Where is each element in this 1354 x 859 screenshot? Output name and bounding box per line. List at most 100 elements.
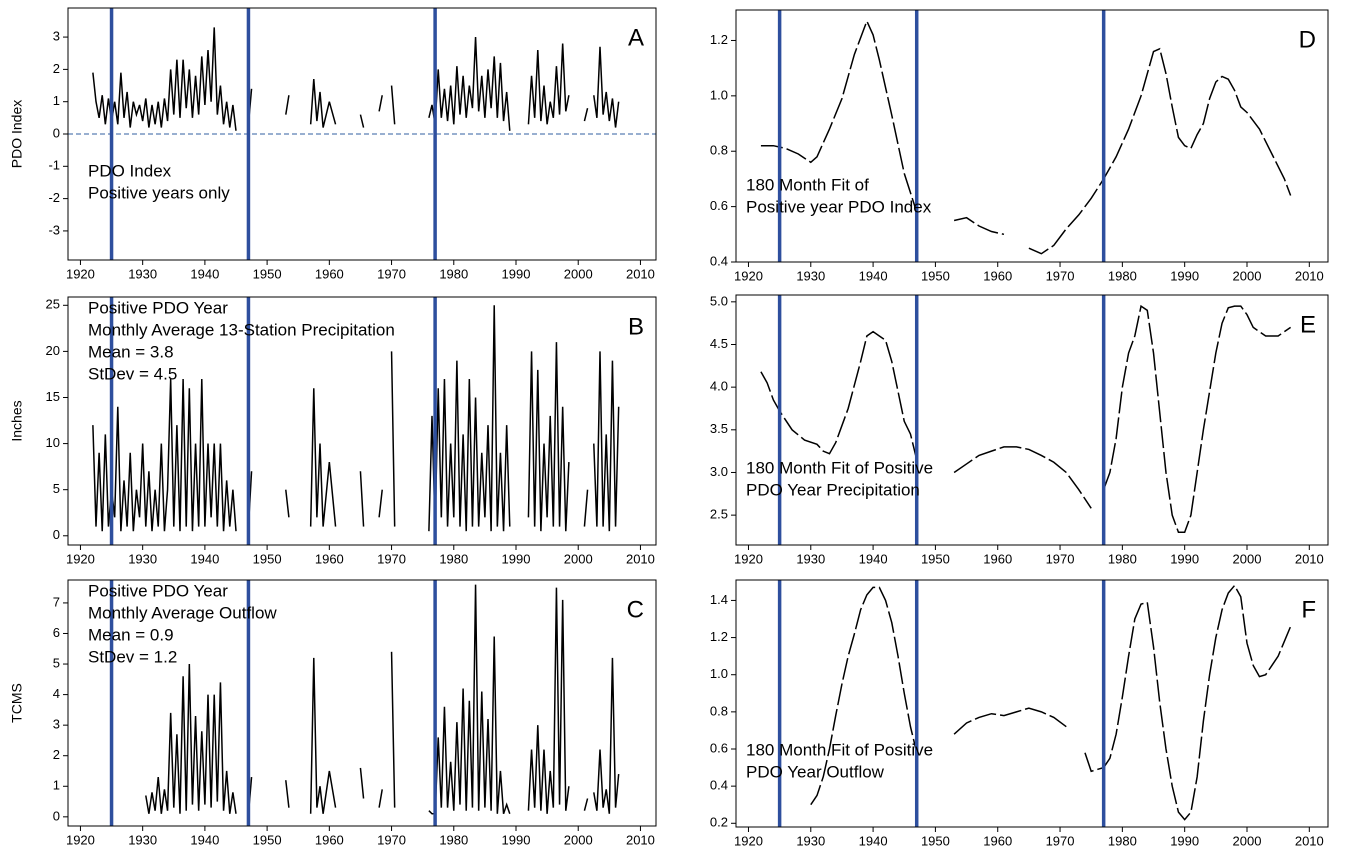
y-tick-label: 4.5	[710, 336, 728, 351]
x-tick-label: 1930	[128, 266, 157, 281]
y-tick-label: 0	[53, 808, 60, 823]
x-tick-label: 1980	[439, 832, 468, 847]
x-tick-label: 1970	[1046, 268, 1075, 283]
x-tick-label: 1980	[439, 266, 468, 281]
panel-label: C	[627, 596, 644, 623]
x-tick-label: 1970	[1046, 833, 1075, 848]
x-tick-label: 1980	[439, 551, 468, 566]
y-tick-label: 3.0	[710, 464, 728, 479]
x-tick-label: 2000	[564, 551, 593, 566]
annotation: PDO Index	[88, 161, 172, 180]
x-tick-label: 1940	[190, 266, 219, 281]
y-tick-label: 3	[53, 717, 60, 732]
y-tick-label: 2	[53, 61, 60, 76]
y-tick-label: 0.2	[710, 815, 728, 830]
y-tick-label: 10	[46, 435, 60, 450]
y-tick-label: 5	[53, 655, 60, 670]
y-tick-label: 15	[46, 389, 60, 404]
x-tick-label: 1920	[734, 268, 763, 283]
annotation: StDev = 4.5	[88, 364, 177, 383]
y-tick-label: -1	[48, 158, 60, 173]
panel-label: E	[1300, 311, 1316, 338]
x-tick-label: 2010	[1295, 551, 1324, 566]
y-tick-label: 0	[53, 527, 60, 542]
x-tick-label: 1990	[502, 832, 531, 847]
annotation: StDev = 1.2	[88, 647, 177, 666]
data-line	[760, 19, 1292, 255]
y-tick-label: 25	[46, 297, 60, 312]
x-tick-label: 1960	[315, 551, 344, 566]
x-tick-label: 1960	[315, 832, 344, 847]
x-tick-label: 2000	[1233, 833, 1262, 848]
y-tick-label: 5.0	[710, 293, 728, 308]
x-tick-label: 1930	[128, 832, 157, 847]
x-tick-label: 1950	[921, 551, 950, 566]
x-tick-label: 1960	[315, 266, 344, 281]
x-tick-label: 1920	[66, 266, 95, 281]
y-tick-label: 3	[53, 29, 60, 44]
x-tick-label: 2010	[626, 266, 655, 281]
plot-frame	[67, 296, 657, 546]
y-tick-label: 1	[53, 93, 60, 108]
x-tick-label: 1950	[921, 833, 950, 848]
y-tick-label: 0	[53, 125, 60, 140]
x-tick-label: 1980	[1108, 268, 1137, 283]
y-tick-label: 1.4	[710, 592, 728, 607]
panel-label: D	[1299, 26, 1316, 53]
y-tick-label: 0.4	[710, 253, 728, 268]
y-tick-label: 0.8	[710, 703, 728, 718]
annotation: PDO Year Outflow	[746, 762, 885, 781]
panel-label: F	[1301, 596, 1316, 623]
x-tick-label: 1990	[1170, 268, 1199, 283]
annotation: Positive years only	[88, 183, 230, 202]
y-axis-label: TCMS	[9, 683, 25, 723]
y-tick-label: 6	[53, 625, 60, 640]
x-tick-label: 1950	[253, 551, 282, 566]
y-tick-label: 1.2	[710, 629, 728, 644]
x-tick-label: 2000	[564, 266, 593, 281]
x-tick-label: 2010	[1295, 268, 1324, 283]
x-tick-label: 1990	[1170, 833, 1199, 848]
x-tick-label: 1920	[66, 832, 95, 847]
x-tick-label: 2010	[1295, 833, 1324, 848]
y-tick-label: 2	[53, 747, 60, 762]
x-tick-label: 1940	[859, 268, 888, 283]
x-tick-label: 1950	[921, 268, 950, 283]
x-tick-label: 1960	[983, 268, 1012, 283]
x-tick-label: 1970	[377, 266, 406, 281]
x-tick-label: 1970	[1046, 551, 1075, 566]
plot-frame	[735, 9, 1329, 263]
y-tick-label: 1	[53, 778, 60, 793]
y-tick-label: 20	[46, 343, 60, 358]
x-tick-label: 1990	[502, 551, 531, 566]
annotation: 180 Month Fit of	[746, 175, 869, 194]
x-tick-label: 1970	[377, 832, 406, 847]
x-tick-label: 1930	[796, 268, 825, 283]
x-tick-label: 1940	[190, 832, 219, 847]
annotation: PDO Year Precipitation	[746, 480, 920, 499]
annotation: 180 Month Fit of Positive	[746, 740, 933, 759]
y-tick-label: 4	[53, 686, 60, 701]
y-tick-label: 3.5	[710, 421, 728, 436]
annotation: Monthly Average 13-Station Precipitation	[88, 320, 395, 339]
y-tick-label: -2	[48, 190, 60, 205]
x-tick-label: 1940	[859, 551, 888, 566]
x-tick-label: 1930	[796, 833, 825, 848]
x-tick-label: 2000	[1233, 551, 1262, 566]
x-tick-label: 1930	[128, 551, 157, 566]
plot-frame	[67, 7, 657, 261]
x-tick-label: 2000	[1233, 268, 1262, 283]
x-tick-label: 1940	[859, 833, 888, 848]
plot-frame	[67, 579, 657, 827]
x-tick-label: 1950	[253, 266, 282, 281]
data-line	[760, 304, 1292, 533]
y-tick-label: 1.2	[710, 32, 728, 47]
x-tick-label: 1960	[983, 833, 1012, 848]
x-tick-label: 1920	[734, 551, 763, 566]
y-tick-label: -3	[48, 222, 60, 237]
panel-label: A	[628, 24, 644, 51]
y-tick-label: 1.0	[710, 87, 728, 102]
y-tick-label: 2.5	[710, 507, 728, 522]
y-tick-label: 5	[53, 481, 60, 496]
